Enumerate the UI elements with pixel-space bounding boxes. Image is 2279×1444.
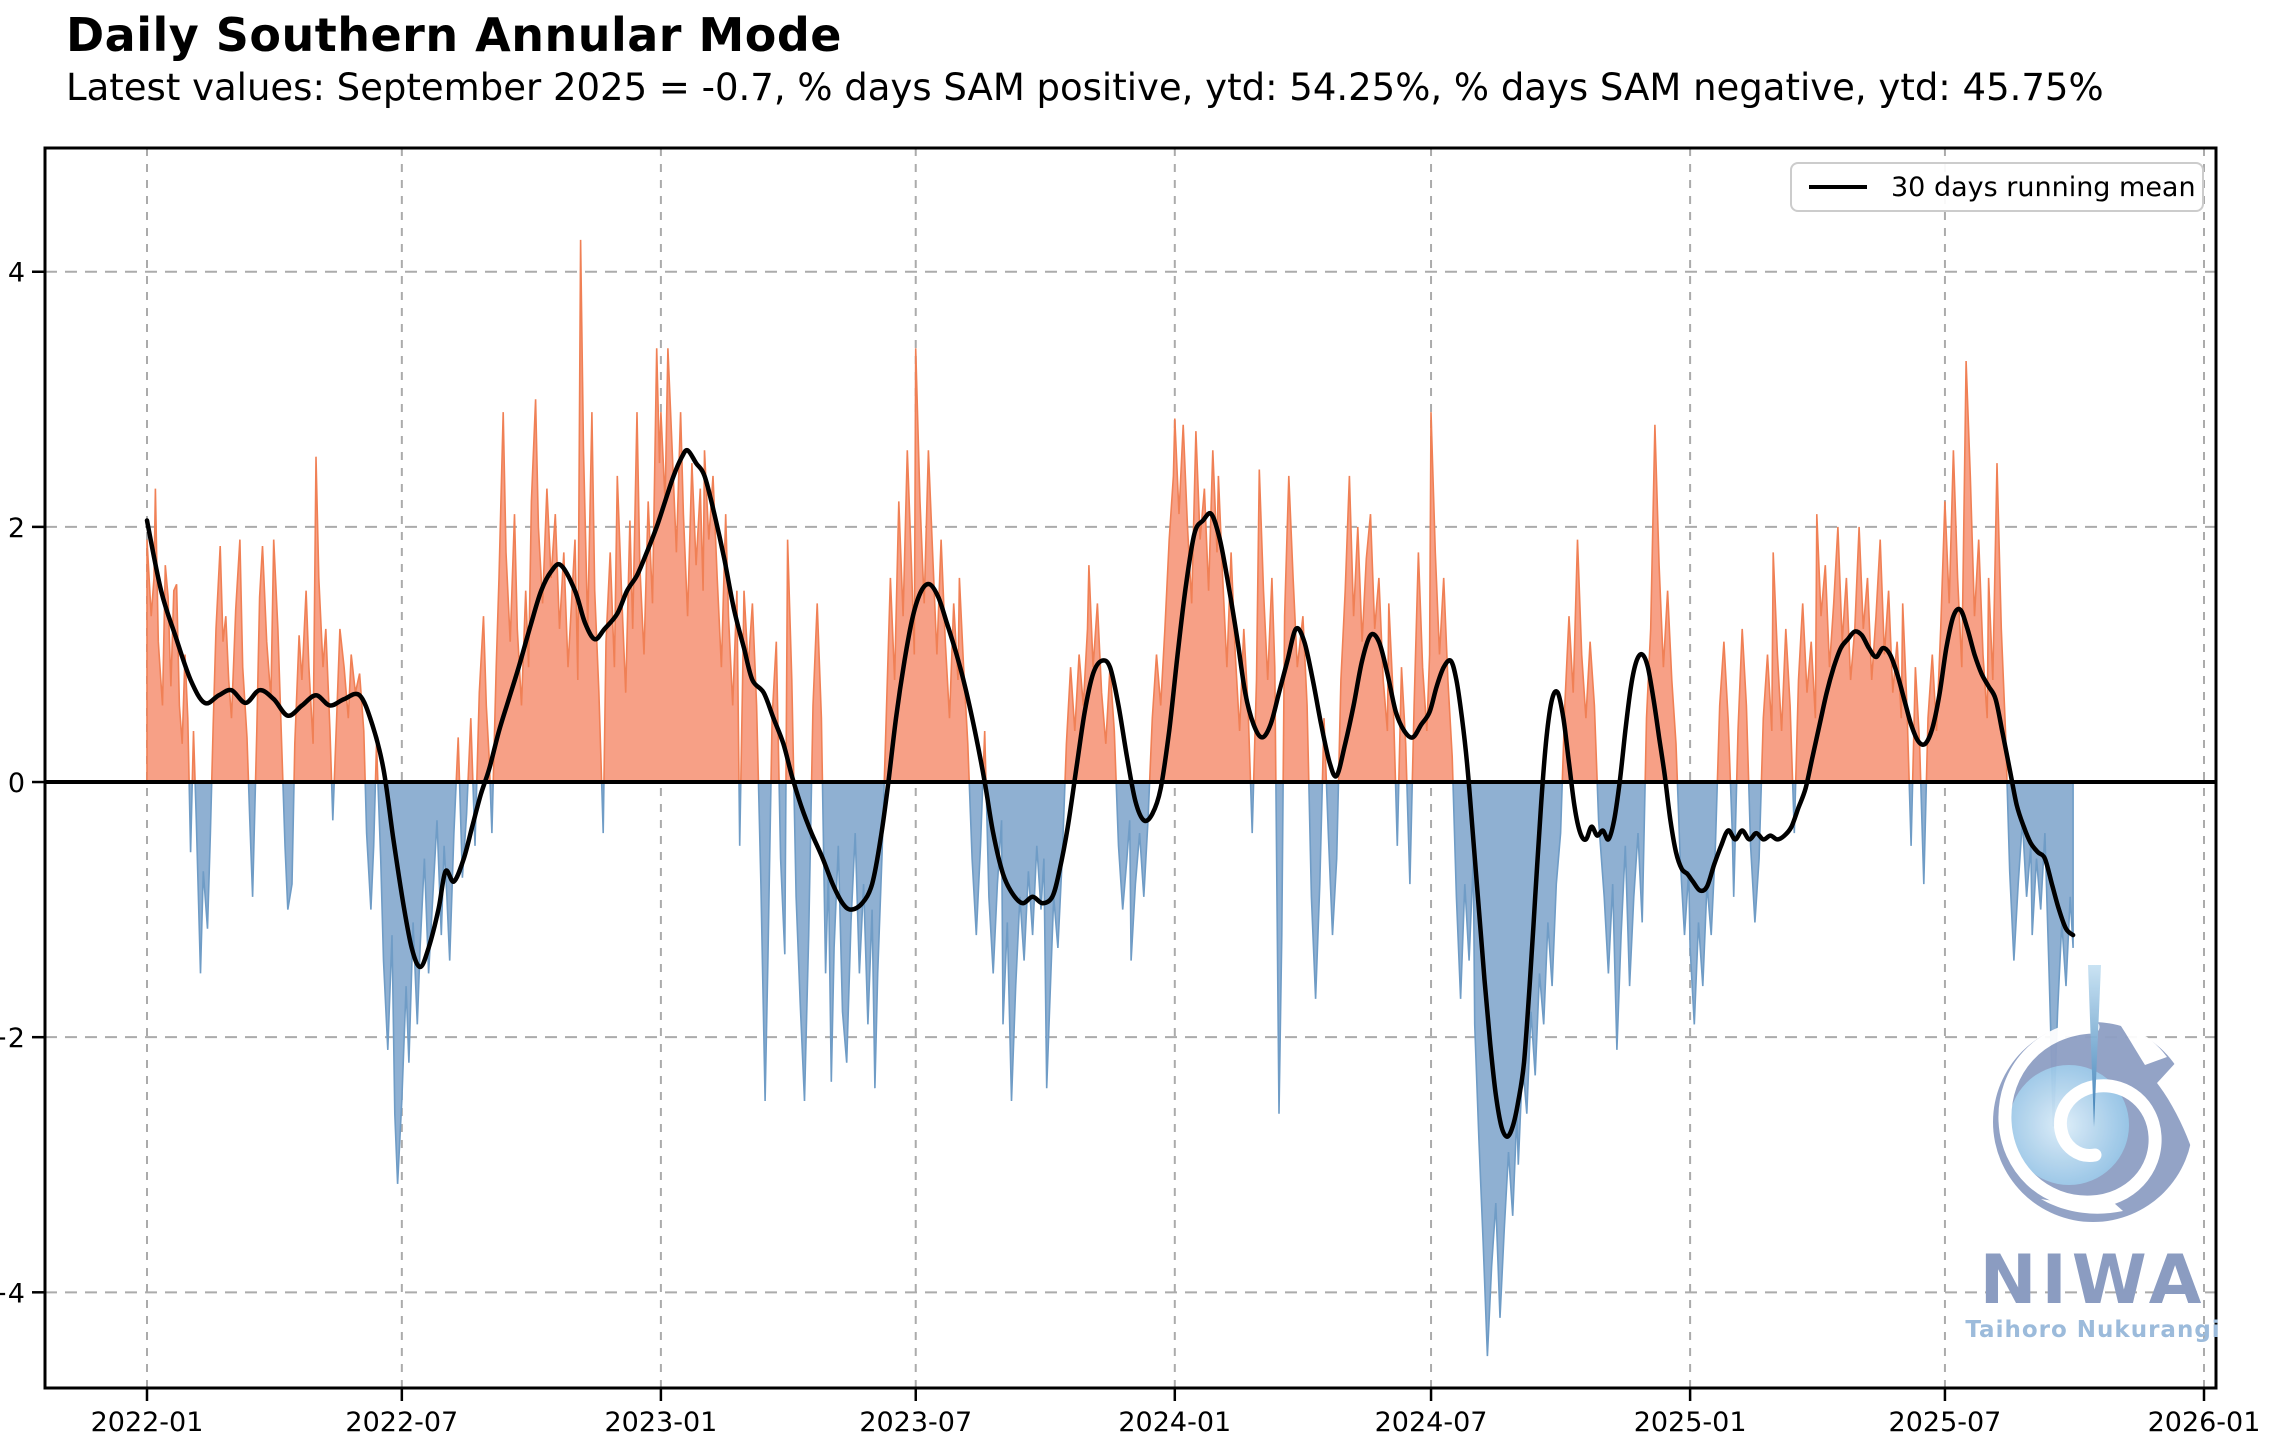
x-tick-label: 2022-07: [345, 1407, 458, 1438]
x-tick-label: 2025-01: [1634, 1407, 1747, 1438]
running-mean-line-sample-icon: [1809, 185, 1867, 189]
plot-border: [43, 146, 2218, 1390]
x-tick-labels: 2022-01 2022-07 2023-01 2023-07 2024-01 2024-…: [91, 1407, 2261, 1438]
y-tick-label: −2: [0, 1023, 25, 1054]
y-gridlines: [45, 270, 2216, 1294]
legend-label: 30 days running mean: [1891, 171, 2196, 203]
x-tick-label: 2023-01: [604, 1407, 717, 1438]
x-tick-label: 2026-01: [2148, 1407, 2261, 1438]
daily-area-positive: [146, 239, 2074, 783]
x-tick-label: 2025-07: [1889, 1407, 2002, 1438]
x-tick-label: 2024-01: [1118, 1407, 1231, 1438]
y-tick-label: 0: [8, 768, 25, 799]
running-mean-line: [144, 447, 2076, 1139]
x-tick-label: 2024-07: [1375, 1407, 1488, 1438]
daily-area-negative: [146, 782, 2074, 1357]
niwa-tagline: Taihoro Nukurangi: [1965, 1317, 2220, 1343]
page-subtitle: Latest values: September 2025 = -0.7, % …: [66, 66, 2104, 109]
legend: 30 days running mean: [1790, 162, 2204, 212]
y-tick-label: 4: [8, 258, 25, 289]
y-tick-label: −4: [0, 1278, 25, 1309]
page-title: Daily Southern Annular Mode: [66, 8, 842, 62]
axis-ticks: [32, 270, 2206, 1401]
koru-swirl-icon: [1993, 965, 2198, 1222]
y-tick-labels: 4 2 0 −2 −4: [0, 258, 25, 1310]
niwa-wordmark: NIWA: [1980, 1241, 2207, 1320]
daily-sam-area: [146, 239, 2074, 1357]
niwa-logo: NIWA Taihoro Nukurangi: [1965, 965, 2220, 1343]
x-tick-label: 2022-01: [91, 1407, 204, 1438]
y-tick-label: 2: [8, 513, 25, 544]
x-tick-label: 2023-07: [859, 1407, 972, 1438]
